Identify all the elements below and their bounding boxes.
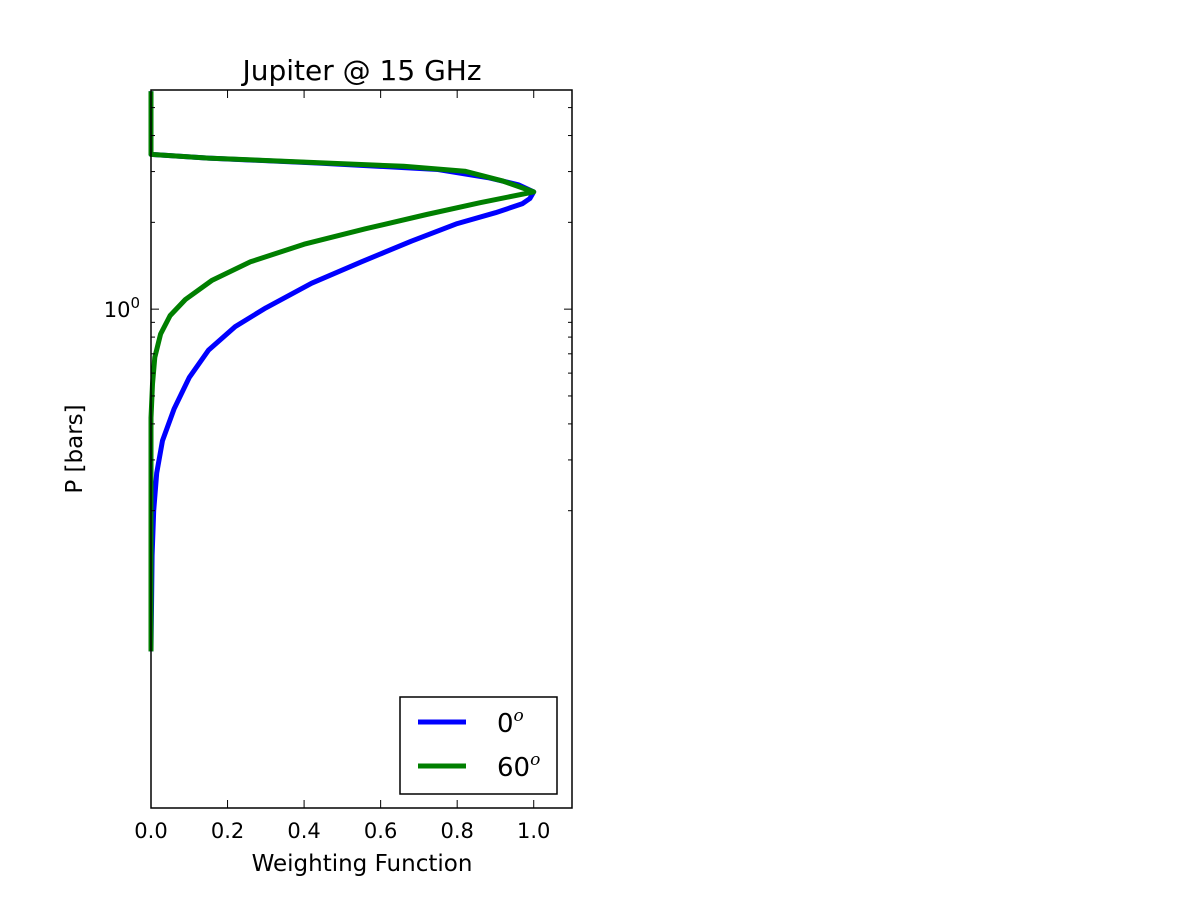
legend-label-0: 0o bbox=[497, 706, 524, 739]
x-tick-label-5: 1.0 bbox=[517, 819, 550, 843]
x-tick-label-2: 0.4 bbox=[287, 819, 320, 843]
plot-lines bbox=[148, 91, 537, 652]
legend-frame bbox=[399, 696, 558, 795]
x-tick-label-0: 0.0 bbox=[134, 819, 167, 843]
plot-frame bbox=[150, 89, 573, 809]
x-tick-label-4: 0.8 bbox=[440, 819, 473, 843]
series-line-1 bbox=[148, 91, 537, 652]
x-tick-label-3: 0.6 bbox=[364, 819, 397, 843]
x-tick-label-1: 0.2 bbox=[211, 819, 244, 843]
y-axis-label: P [bars] bbox=[62, 404, 88, 493]
legend-label-1: 60o bbox=[497, 750, 540, 783]
x-axis-label: Weighting Function bbox=[252, 851, 473, 877]
y-axis-ticks: 100 bbox=[104, 107, 572, 512]
x-axis-ticks: 0.0 0.2 0.4 0.6 0.8 1.0 bbox=[134, 90, 550, 843]
y-tick-label-0: 100 bbox=[104, 294, 140, 322]
chart-title: Jupiter @ 15 GHz bbox=[240, 54, 481, 87]
